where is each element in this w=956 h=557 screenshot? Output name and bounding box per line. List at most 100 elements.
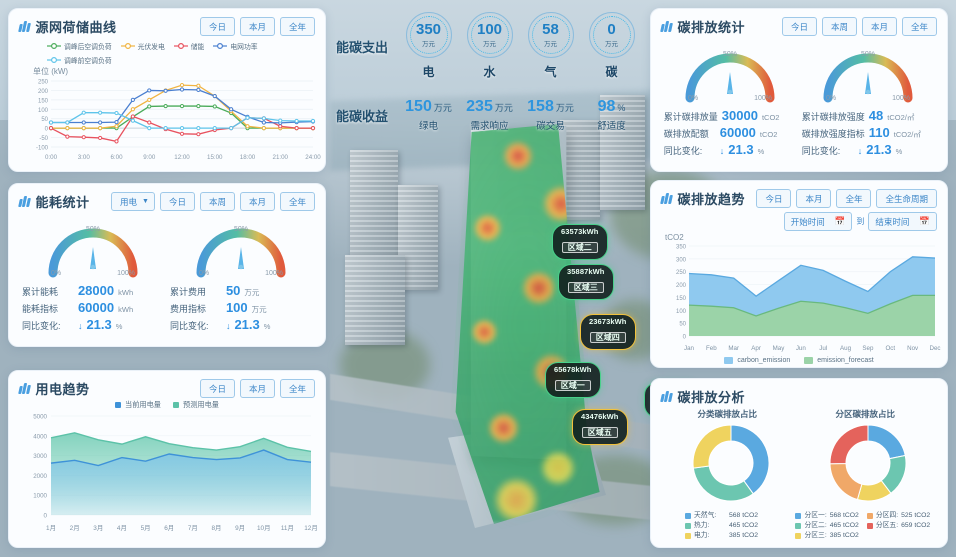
time-range-button[interactable]: 全年 <box>279 192 315 211</box>
legend-item[interactable]: 热力: 465 tCO2 <box>685 521 793 531</box>
power-trend-chart[interactable]: 0 1000 2000 3000 4000 5000 1月 2月 3月 4月 5月 6月 7月 8月 9月 1… <box>19 410 319 535</box>
time-range-button[interactable]: 本月 <box>239 192 275 211</box>
ring-inner: 100 万元 <box>470 16 509 54</box>
kpi-expense-item[interactable]: 100 万元水 <box>459 12 520 80</box>
legend-item[interactable]: 光伏发电 <box>120 41 165 51</box>
legend-item[interactable]: 分区一: 568 tCO2 <box>795 511 859 521</box>
time-range-button[interactable]: 全年 <box>279 17 315 36</box>
time-range-button[interactable]: 今日 <box>781 17 817 36</box>
legend-item[interactable]: 预测用电量 <box>173 400 219 410</box>
time-range-button[interactable]: 全年 <box>836 189 872 208</box>
legend-item[interactable]: 分区二: 465 tCO2 <box>795 521 859 531</box>
time-range-button[interactable]: 今日 <box>199 379 235 398</box>
kpi-value: 0 <box>607 21 616 38</box>
time-range-button[interactable]: 今日 <box>199 17 235 36</box>
metric-value: 48 <box>868 108 884 123</box>
svg-text:18:00: 18:00 <box>240 154 256 161</box>
svg-text:11月: 11月 <box>281 524 294 532</box>
carbon-trend-chart[interactable]: 0 50 100 150 200 250 300 350 Jan Feb Mar Apr May Jun J… <box>661 242 943 354</box>
zone-name: 区域三 <box>567 281 604 293</box>
legend-swatch <box>795 533 802 540</box>
svg-text:3000: 3000 <box>33 453 47 460</box>
ring-inner: 58 万元 <box>531 16 570 54</box>
svg-text:2月: 2月 <box>70 524 80 532</box>
kpi-income-item[interactable]: 98% 舒适度 <box>581 98 642 132</box>
kpi-expense-item[interactable]: 0 万元碳 <box>581 12 642 80</box>
svg-text:6月: 6月 <box>164 524 174 532</box>
metric-value: 30000 <box>721 108 758 123</box>
zone-name: 区域二 <box>561 241 598 253</box>
legend-label: 预测用电量 <box>183 400 219 409</box>
legend-item[interactable]: 分区四: 525 tCO2 <box>866 511 930 521</box>
time-range-button[interactable]: 本月 <box>239 17 275 36</box>
chart-subtitle: 分类碳排放占比 <box>697 409 757 419</box>
time-range-button[interactable]: 全年 <box>901 17 937 36</box>
heatmap-zone-label[interactable]: 63573kWh 区域二 <box>552 224 608 261</box>
metric-unit: % <box>895 147 903 156</box>
legend-item[interactable]: 分区五: 659 tCO2 <box>866 521 931 531</box>
axis-unit-label: 单位 (kW) <box>33 67 69 76</box>
legend-item[interactable]: 电网功率 <box>213 41 258 51</box>
kpi-expense-item[interactable]: 350 万元电 <box>398 12 459 80</box>
start-date-input[interactable]: 开始时间 📅 <box>783 212 853 231</box>
legend-item[interactable]: 调峰后空调负荷 <box>47 41 112 51</box>
time-range-button[interactable]: 今日 <box>756 189 792 208</box>
kpi-income-label: 能碳收益 <box>336 108 389 124</box>
time-range-button[interactable]: 本月 <box>861 17 897 36</box>
time-range-button[interactable]: 全生命周期 <box>876 189 937 208</box>
kpi-expense-label: 能碳支出 <box>336 39 389 55</box>
legend-value: 659 tCO2 <box>901 522 931 530</box>
time-range-button[interactable]: 本月 <box>239 379 275 398</box>
gauge-block: 50% 0% 100% 累计能耗 28000 kWh 能耗指标 60000 kWh 同比变化: ↓ 2… <box>22 217 164 332</box>
metric-label: 碳排放配额 <box>663 129 709 139</box>
heatmap-zone-label[interactable]: 65678kWh 区域一 <box>545 362 601 399</box>
time-range-button[interactable]: 全年 <box>279 379 315 398</box>
time-range-button[interactable]: 今日 <box>159 192 195 211</box>
panel-carbon-emission-stats: 碳排放统计 今日 本周 本月 全年 50% 0% 100% 累计碳排放量 30000 tCO2 碳… <box>650 8 948 172</box>
legend-item[interactable]: carbon_emission <box>724 357 790 364</box>
svg-text:150: 150 <box>38 98 49 104</box>
legend-item[interactable]: emission_forecast <box>804 357 874 364</box>
kpi-income-item[interactable]: 235 万元 需求响应 <box>459 98 520 132</box>
kpi-income-item[interactable]: 150 万元 绿电 <box>398 98 459 132</box>
metric-label: 费用指标 <box>169 304 206 314</box>
heatmap-zone-label[interactable]: 35887kWh 区域三 <box>558 264 614 301</box>
title-bars-icon <box>660 21 673 32</box>
time-range-buttons: 今日 本周 本月 全年 <box>781 17 937 36</box>
svg-text:Sep: Sep <box>862 345 874 352</box>
energy-type-dropdown[interactable]: 用电 ▼ <box>110 192 155 211</box>
legend-column: 分区一: 568 tCO2 分区二: 465 tCO2 分区三: 385 tCO2 <box>795 511 859 542</box>
end-date-input[interactable]: 结束时间 📅 <box>868 212 937 231</box>
time-range-button[interactable]: 本月 <box>796 189 832 208</box>
gauge-metric-row: 碳排放强度指标 110 tCO2/㎡ <box>802 125 934 140</box>
kpi-income-item[interactable]: 158 万元 碳交易 <box>520 98 581 132</box>
calendar-icon[interactable]: 📅 <box>919 216 930 226</box>
metric-value: 28000 <box>77 283 115 298</box>
source-curve-chart[interactable]: 250 200 150 100 50 0 -50 -100 0:00 3:00 6:00 9:00 12… <box>21 77 321 163</box>
time-range-button[interactable]: 本周 <box>199 192 235 211</box>
kpi-unit: 万元 <box>483 41 496 48</box>
svg-text:1000: 1000 <box>33 493 47 500</box>
legend-item[interactable]: 电力: 385 tCO2 <box>685 531 793 541</box>
main-building-model[interactable]: 63573kWh 区域二 35887kWh 区域三 23673kWh 区域四 65678kW… <box>430 118 700 533</box>
kpi-expense-item[interactable]: 58 万元气 <box>520 12 581 80</box>
zone-emission-donut[interactable] <box>793 420 943 506</box>
legend-item[interactable]: 储能 <box>173 41 205 51</box>
legend-item[interactable]: 天然气: 568 tCO2 <box>685 511 793 521</box>
background-building <box>350 150 398 270</box>
legend-item[interactable]: 分区三: 385 tCO2 <box>795 531 859 541</box>
legend-label: 分区四: <box>875 512 899 519</box>
heatmap-zone-label[interactable]: 23673kWh 区域四 <box>580 314 636 351</box>
time-range-button[interactable]: 本周 <box>821 17 857 36</box>
legend-item[interactable]: 当前用电量 <box>115 400 161 410</box>
calendar-icon[interactable]: 📅 <box>834 216 846 226</box>
panel-header: 用电趋势 今日 本月 全年 <box>18 379 315 398</box>
heatmap-zone-label[interactable]: 43476kWh 区域五 <box>572 409 628 446</box>
ring-inner: 0 万元 <box>592 16 631 54</box>
panel-title: 源网荷储曲线 <box>35 20 117 35</box>
category-emission-donut[interactable] <box>661 420 801 506</box>
metric-label: 碳排放强度指标 <box>801 129 865 139</box>
legend-item[interactable]: 调峰前空调负荷 <box>47 55 112 65</box>
time-range-buttons: 今日 本月 全年 <box>199 379 315 398</box>
legend-label: 储能 <box>190 44 205 51</box>
